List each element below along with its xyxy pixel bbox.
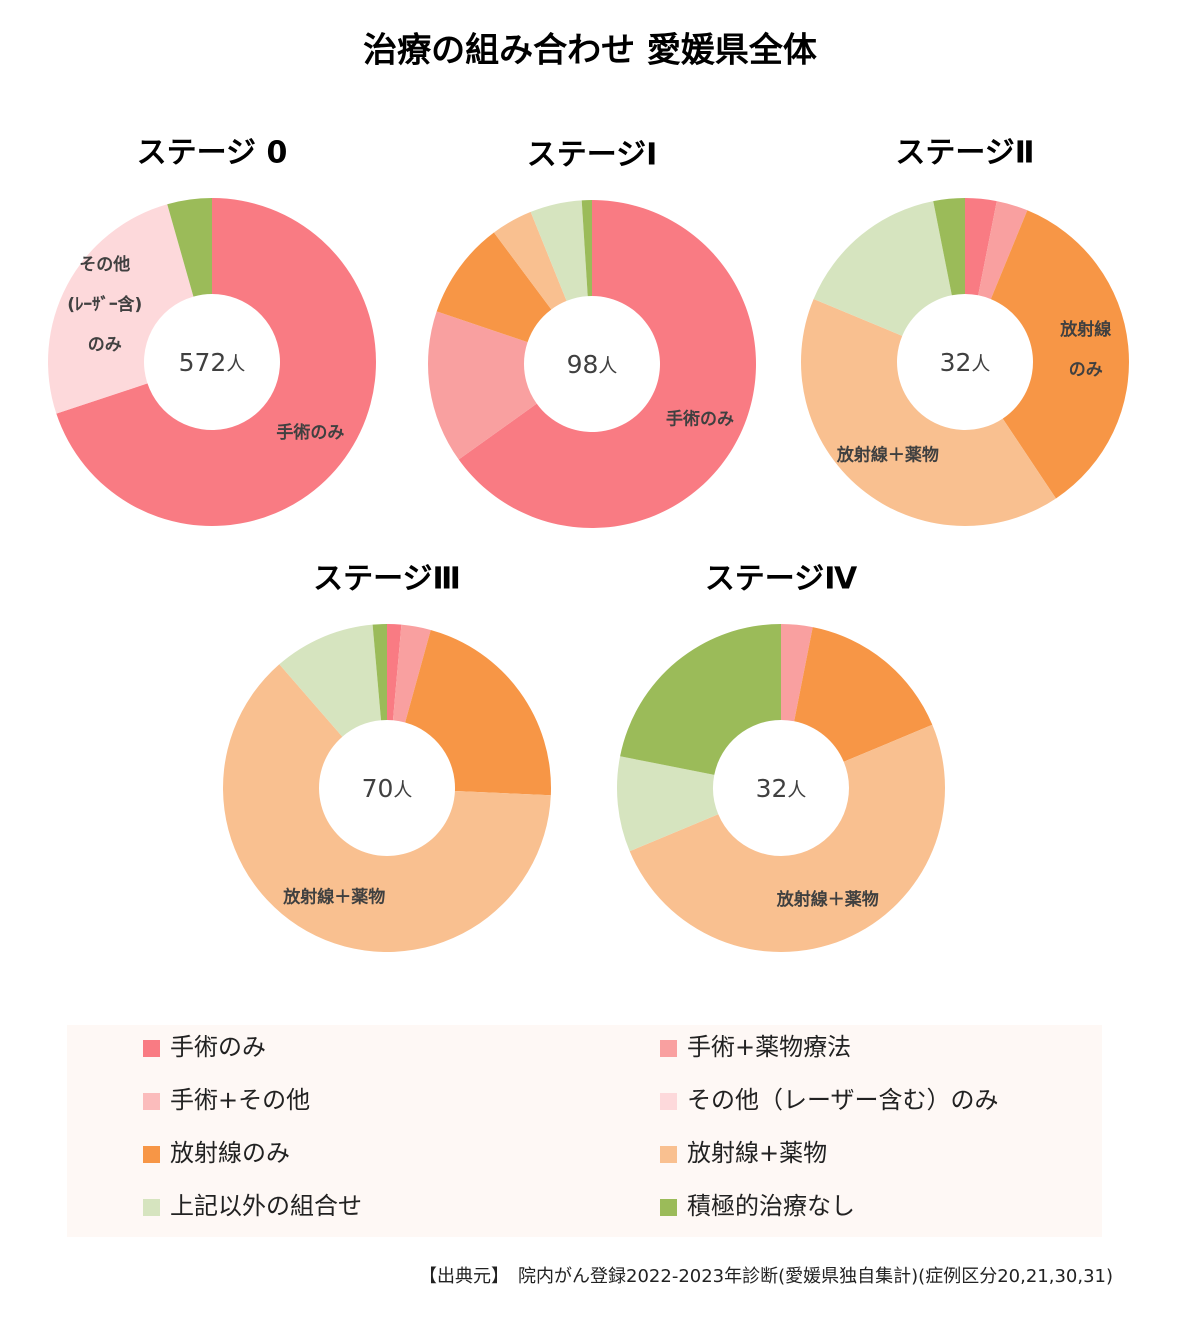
total-unit: 人 bbox=[971, 353, 990, 375]
center-total: 572人 bbox=[179, 348, 246, 377]
total-value: 572 bbox=[179, 348, 227, 377]
legend-swatch bbox=[143, 1040, 160, 1057]
legend-label: その他（レーザー含む）のみ bbox=[687, 1086, 999, 1114]
slice bbox=[222, 664, 551, 952]
legend-label: 放射線のみ bbox=[170, 1139, 290, 1167]
chart-title: ステージⅣ bbox=[705, 562, 857, 597]
slice bbox=[781, 624, 813, 722]
slice bbox=[392, 624, 431, 723]
total-value: 32 bbox=[940, 348, 972, 377]
slice-label: 放射線＋薬物 bbox=[776, 889, 879, 910]
chart-title: ステージⅠ bbox=[527, 138, 658, 173]
legend-label: 上記以外の組合せ bbox=[170, 1192, 362, 1220]
legend-box bbox=[67, 1025, 1102, 1237]
legend-swatch bbox=[660, 1146, 677, 1163]
legend-swatch bbox=[143, 1093, 160, 1110]
center-total: 32人 bbox=[940, 348, 991, 377]
center-total: 70人 bbox=[362, 774, 413, 803]
source: 【出典元】 院内がん登録2022-2023年診断(愛媛県独自集計)(症例区分20… bbox=[419, 1266, 1113, 1287]
slice bbox=[990, 210, 1129, 499]
slice bbox=[372, 624, 387, 721]
slice bbox=[387, 624, 402, 721]
legend-label: 放射線+薬物 bbox=[687, 1139, 827, 1167]
page-title: 治療の組み合わせ 愛媛県全体 bbox=[363, 31, 817, 71]
slice bbox=[167, 198, 212, 297]
slice-label: その他 bbox=[79, 254, 130, 275]
slice bbox=[530, 200, 588, 301]
chart-title: ステージ 0 bbox=[137, 136, 288, 171]
legend-swatch bbox=[660, 1040, 677, 1057]
center-total: 32人 bbox=[756, 774, 807, 803]
legend-swatch bbox=[660, 1199, 677, 1216]
legend-label: 手術+その他 bbox=[170, 1086, 310, 1114]
legend-swatch bbox=[143, 1199, 160, 1216]
slice bbox=[48, 204, 194, 414]
slice bbox=[933, 198, 965, 296]
slice-label: (ﾚｰｻﾞｰ含) bbox=[67, 294, 142, 315]
total-unit: 人 bbox=[393, 779, 412, 801]
legend-swatch bbox=[143, 1146, 160, 1163]
legend-label: 手術+薬物療法 bbox=[687, 1033, 851, 1061]
center-total: 98人 bbox=[567, 350, 618, 379]
chart-title: ステージⅢ bbox=[313, 562, 461, 597]
slice-label: 手術のみ bbox=[276, 422, 344, 443]
chart-title: ステージⅡ bbox=[895, 136, 1034, 171]
total-unit: 人 bbox=[787, 779, 806, 801]
slice bbox=[493, 211, 567, 310]
slice-label: 放射線 bbox=[1059, 319, 1111, 340]
slice bbox=[620, 624, 781, 775]
total-unit: 人 bbox=[226, 353, 245, 375]
slice bbox=[978, 201, 1028, 300]
legend-label: 積極的治療なし bbox=[687, 1192, 855, 1220]
total-value: 70 bbox=[362, 774, 394, 803]
total-value: 32 bbox=[756, 774, 788, 803]
slice bbox=[794, 627, 933, 762]
slice bbox=[458, 200, 756, 528]
slice bbox=[581, 200, 592, 297]
slice bbox=[436, 232, 552, 343]
slice-label: のみ bbox=[1069, 360, 1103, 380]
slice bbox=[813, 201, 952, 336]
slice bbox=[629, 724, 945, 952]
slice-label: 放射線＋薬物 bbox=[836, 445, 939, 466]
slice bbox=[427, 311, 537, 460]
slice bbox=[56, 198, 376, 526]
slice bbox=[800, 298, 1056, 527]
total-unit: 人 bbox=[598, 355, 617, 377]
slice bbox=[616, 756, 719, 852]
slice-label: 手術のみ bbox=[666, 408, 734, 429]
slice-label: 放射線＋薬物 bbox=[282, 886, 385, 907]
legend-swatch bbox=[660, 1093, 677, 1110]
slice-label: のみ bbox=[88, 335, 122, 355]
slice bbox=[405, 629, 551, 796]
slice bbox=[965, 198, 997, 296]
slice bbox=[279, 624, 382, 737]
legend-label: 手術のみ bbox=[170, 1033, 266, 1061]
total-value: 98 bbox=[567, 350, 599, 379]
